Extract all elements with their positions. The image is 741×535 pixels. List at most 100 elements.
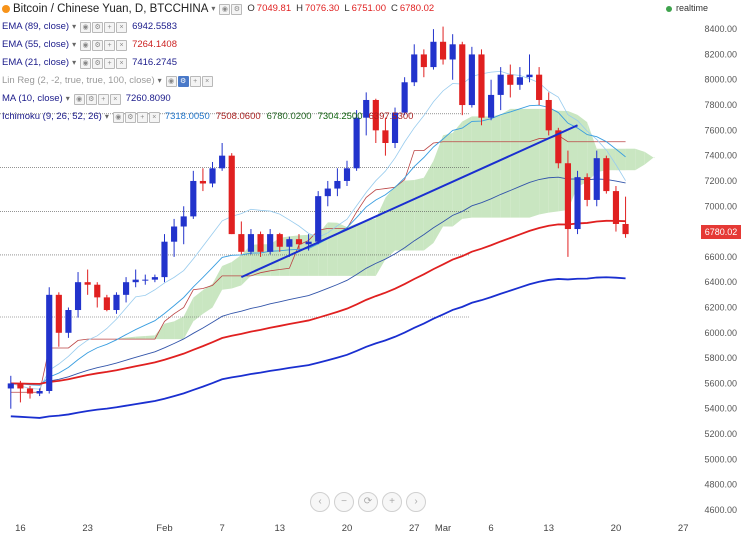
indicator-row[interactable]: EMA (21, close) ▾ ◉ ⚙ + × 7416.2745 xyxy=(0,54,560,72)
candle-body xyxy=(247,234,255,252)
cloud-segment xyxy=(423,160,434,251)
y-tick-label: 7400.00 xyxy=(704,151,737,161)
close-icon[interactable]: × xyxy=(116,57,128,69)
cloud-segment xyxy=(625,148,636,171)
plus-icon[interactable]: + xyxy=(104,39,116,51)
close-icon[interactable]: × xyxy=(201,75,213,87)
indicator-value: 7318.0050 xyxy=(164,111,210,122)
gear-icon[interactable]: ⚙ xyxy=(124,111,136,123)
plus-icon[interactable]: + xyxy=(97,93,109,105)
candle-body xyxy=(497,74,504,95)
y-tick-label: 7800.00 xyxy=(704,100,737,110)
y-tick-label: 8000.00 xyxy=(704,75,737,85)
candle-body xyxy=(36,391,43,394)
indicator-buttons: ◉ ⚙ + × xyxy=(165,75,213,87)
eye-icon[interactable]: ◉ xyxy=(80,57,92,69)
cloud-segment xyxy=(500,108,511,218)
y-tick-label: 7000.00 xyxy=(704,201,737,211)
gear-icon[interactable]: ⚙ xyxy=(92,39,104,51)
indicator-row[interactable]: Lin Reg (2, -2, true, true, 100, close) ▾… xyxy=(0,72,560,90)
candle-body xyxy=(555,130,562,164)
cloud-segment xyxy=(471,116,482,218)
candle-body xyxy=(132,279,139,283)
candle-body xyxy=(574,177,581,230)
candle-body xyxy=(267,234,274,252)
scroll-left-button[interactable]: ‹ xyxy=(310,492,330,512)
cloud-segment xyxy=(443,132,453,227)
candle-body xyxy=(257,234,264,252)
last-price-tag: 6780.02 xyxy=(701,225,741,239)
gear-icon[interactable]: ⚙ xyxy=(85,93,97,105)
candle-body xyxy=(276,234,283,247)
gear-icon[interactable]: ⚙ xyxy=(177,75,189,87)
candle-body xyxy=(372,99,379,131)
candle-body xyxy=(84,282,91,285)
candle-body xyxy=(305,241,312,245)
indicator-row[interactable]: Ichimoku (9, 26, 52, 26) ▾ ◉ ⚙ + × 7318.0050 75… xyxy=(0,108,560,126)
gear-icon[interactable]: ⚙ xyxy=(92,21,104,33)
cloud-segment xyxy=(202,283,213,314)
candle-body xyxy=(545,99,552,131)
candle-body xyxy=(401,82,408,113)
y-tick-label: 4600.00 xyxy=(704,505,737,515)
chevron-down-icon[interactable]: ▾ xyxy=(104,112,109,121)
indicator-rows: EMA (89, close) ▾ ◉ ⚙ + × 6942.5583 EMA (55, cl… xyxy=(0,18,560,126)
close-icon[interactable]: × xyxy=(116,39,128,51)
close-icon[interactable]: × xyxy=(116,21,128,33)
indicator-row[interactable]: EMA (55, close) ▾ ◉ ⚙ + × 7264.1408 xyxy=(0,36,560,54)
eye-icon[interactable]: ◉ xyxy=(73,93,85,105)
candle-body xyxy=(459,44,466,106)
ema-slow-line xyxy=(10,276,626,419)
x-tick-label: 20 xyxy=(342,523,353,534)
cloud-segment xyxy=(174,316,184,340)
realtime-indicator: realtime xyxy=(666,3,708,13)
eye-icon[interactable]: ◉ xyxy=(219,3,231,15)
chevron-down-icon[interactable]: ▾ xyxy=(157,76,162,85)
reset-button[interactable]: ⟳ xyxy=(358,492,378,512)
eye-icon[interactable]: ◉ xyxy=(112,111,124,123)
plus-icon[interactable]: + xyxy=(104,21,116,33)
close-icon[interactable]: × xyxy=(148,111,160,123)
eye-icon[interactable]: ◉ xyxy=(80,39,92,51)
chevron-down-icon[interactable]: ▾ xyxy=(72,22,77,31)
eye-icon[interactable]: ◉ xyxy=(165,75,177,87)
candle-body xyxy=(526,74,533,78)
chart-title: Bitcoin / Chinese Yuan, D, BTCCHINA xyxy=(13,3,209,15)
chevron-down-icon[interactable]: ▾ xyxy=(211,4,216,13)
chevron-down-icon[interactable]: ▾ xyxy=(65,94,70,103)
indicator-buttons: ◉ ⚙ + × xyxy=(80,57,128,69)
trendline-segment[interactable] xyxy=(240,124,578,279)
indicator-row[interactable]: EMA (89, close) ▾ ◉ ⚙ + × 6942.5583 xyxy=(0,18,560,36)
trendline[interactable] xyxy=(240,124,578,279)
plus-icon[interactable]: + xyxy=(189,75,201,87)
eye-icon[interactable]: ◉ xyxy=(80,21,92,33)
cloud-segment xyxy=(395,180,405,251)
indicator-name: EMA (89, close) xyxy=(2,21,70,32)
y-tick-label: 4800.00 xyxy=(704,480,737,490)
chevron-down-icon[interactable]: ▾ xyxy=(72,40,77,49)
indicator-row[interactable]: MA (10, close) ▾ ◉ ⚙ + × 7260.8090 xyxy=(0,90,560,108)
candle-body xyxy=(180,216,187,227)
plus-icon[interactable]: + xyxy=(104,57,116,69)
candle-body xyxy=(199,180,206,184)
zoom-out-button[interactable]: − xyxy=(334,492,354,512)
gear-icon[interactable]: ⚙ xyxy=(231,3,243,15)
gear-icon[interactable]: ⚙ xyxy=(92,57,104,69)
cloud-segment xyxy=(366,218,376,276)
cloud-segment xyxy=(337,222,347,276)
zoom-in-button[interactable]: + xyxy=(382,492,402,512)
indicator-buttons: ◉ ⚙ + × xyxy=(73,93,121,105)
plus-icon[interactable]: + xyxy=(136,111,148,123)
close-icon[interactable]: × xyxy=(109,93,121,105)
y-tick-label: 6400.00 xyxy=(704,277,737,287)
cloud-segment xyxy=(635,148,645,171)
cloud-segment xyxy=(615,148,626,171)
indicator-name: MA (10, close) xyxy=(2,93,63,104)
x-tick-label: 13 xyxy=(274,523,285,534)
x-tick-label: Mar xyxy=(435,523,451,534)
scroll-right-button[interactable]: › xyxy=(406,492,426,512)
chevron-down-icon[interactable]: ▾ xyxy=(72,58,77,67)
indicator-legend: Bitcoin / Chinese Yuan, D, BTCCHINA ▾ ◉ … xyxy=(0,0,560,126)
candle-body xyxy=(122,282,130,295)
